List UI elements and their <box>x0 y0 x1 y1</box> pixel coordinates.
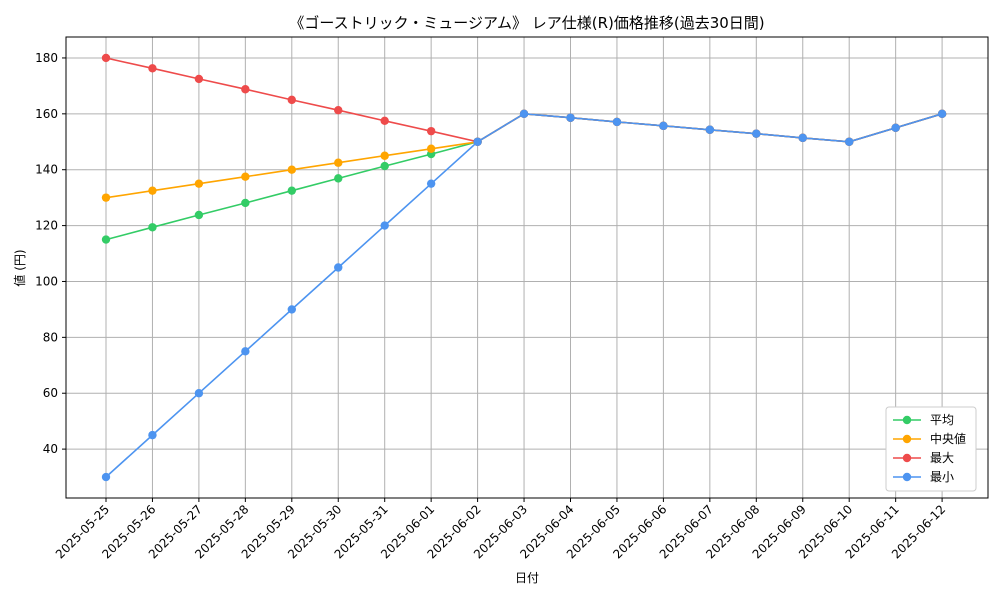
y-tick-label: 80 <box>43 330 58 344</box>
legend-marker <box>902 453 912 463</box>
data-point <box>566 113 575 122</box>
data-point <box>426 179 436 188</box>
y-axis: 40 60 80 100 120 140 160 180 <box>35 51 66 456</box>
data-point <box>148 430 157 440</box>
data-point <box>101 193 111 202</box>
data-point <box>241 347 250 356</box>
data-point <box>287 95 296 105</box>
data-point <box>287 305 296 314</box>
data-point <box>937 109 947 119</box>
data-point <box>334 106 343 115</box>
series-group <box>101 53 947 482</box>
data-point <box>241 172 250 181</box>
data-point <box>519 109 529 119</box>
data-point <box>845 137 854 146</box>
legend-item: 最小 <box>893 470 954 484</box>
y-tick-label: 180 <box>35 51 58 65</box>
data-point <box>612 117 622 127</box>
legend-label: 平均 <box>930 413 954 427</box>
y-tick-label: 160 <box>35 107 58 121</box>
data-point <box>334 263 343 272</box>
data-point <box>287 186 296 195</box>
data-point <box>101 235 111 244</box>
legend-label: 最大 <box>930 451 954 465</box>
legend-item: 中央値 <box>893 431 966 446</box>
data-point <box>101 53 111 63</box>
legend-marker <box>902 472 912 482</box>
data-point <box>241 85 250 94</box>
data-point <box>194 389 204 398</box>
legend-label: 中央値 <box>930 431 966 446</box>
legend-item: 平均 <box>893 413 954 427</box>
chart-title: 《ゴーストリック・ミュージアム》 レア仕様(R)価格推移(過去30日間) <box>289 14 764 32</box>
data-point <box>426 144 436 153</box>
data-point <box>752 129 761 138</box>
legend-marker <box>902 415 912 425</box>
x-axis-label: 日付 <box>515 571 539 585</box>
data-point <box>798 133 807 143</box>
data-point <box>659 121 668 131</box>
data-point <box>241 198 250 208</box>
legend-item: 最大 <box>893 451 954 465</box>
data-point <box>426 126 436 136</box>
y-axis-label: 値 (円) <box>12 249 27 286</box>
data-point <box>101 472 111 482</box>
data-point <box>380 116 389 126</box>
data-point <box>148 64 157 73</box>
data-point <box>148 186 157 195</box>
y-tick-label: 100 <box>35 274 58 288</box>
data-point <box>891 123 900 133</box>
data-point <box>334 158 343 167</box>
grid <box>66 37 988 498</box>
legend-label: 最小 <box>930 470 954 484</box>
y-tick-label: 60 <box>43 386 58 400</box>
data-point <box>148 223 157 232</box>
y-tick-label: 40 <box>43 442 58 456</box>
y-tick-label: 120 <box>35 219 58 233</box>
data-point <box>194 74 204 84</box>
x-axis: 2025-05-252025-05-262025-05-272025-05-28… <box>53 498 948 561</box>
legend-box <box>885 406 977 492</box>
data-point <box>380 151 389 160</box>
plot-frame <box>65 36 989 499</box>
data-point <box>287 165 296 174</box>
series-3 <box>101 109 947 482</box>
data-point <box>380 221 389 230</box>
y-tick-label: 140 <box>35 163 58 177</box>
data-point <box>473 137 482 146</box>
legend-marker <box>902 434 912 444</box>
data-point <box>705 125 715 134</box>
data-point <box>194 179 204 188</box>
data-point <box>334 174 343 183</box>
data-point <box>194 210 204 220</box>
data-point <box>380 161 389 171</box>
